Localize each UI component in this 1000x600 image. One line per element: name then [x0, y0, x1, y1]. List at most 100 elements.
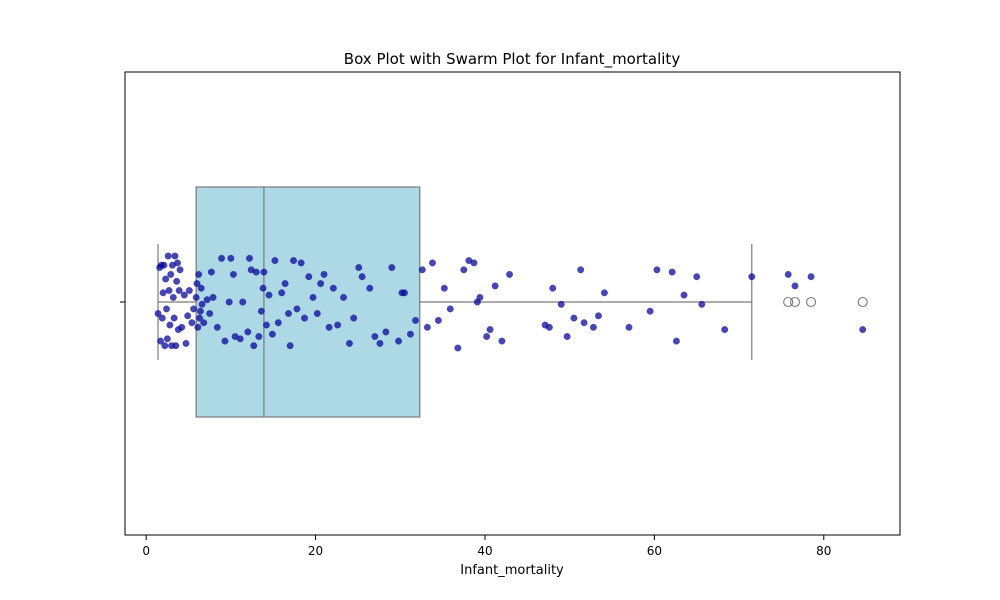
swarm-point — [859, 326, 867, 334]
swarm-point — [580, 319, 588, 327]
plot-area — [154, 186, 868, 418]
swarm-point — [213, 323, 221, 331]
swarm-point — [791, 282, 799, 290]
swarm-point — [423, 323, 431, 331]
swarm-point — [305, 273, 313, 281]
swarm-point — [563, 332, 571, 341]
swarm-point — [325, 323, 333, 331]
swarm-point — [227, 254, 235, 262]
swarm-point — [164, 252, 172, 260]
swarm-point — [184, 312, 192, 320]
swarm-point — [229, 270, 237, 278]
swarm-point — [388, 263, 396, 272]
swarm-point — [182, 339, 190, 347]
swarm-point — [454, 344, 462, 352]
swarm-point — [175, 286, 183, 295]
swarm-point — [206, 309, 214, 318]
swarm-point — [173, 259, 182, 267]
outlier-point — [806, 296, 817, 308]
swarm-point — [748, 273, 756, 281]
swarm-point — [721, 326, 729, 334]
x-tick-label: 20 — [308, 544, 323, 558]
swarm-point — [698, 300, 706, 308]
swarm-point — [329, 284, 337, 292]
swarm-point — [371, 332, 379, 341]
swarm-point — [411, 316, 420, 324]
swarm-point — [366, 284, 374, 292]
swarm-point — [194, 323, 202, 331]
swarm-point — [317, 280, 325, 288]
swarm-point — [680, 291, 688, 299]
swarm-point — [193, 280, 201, 288]
swarm-point — [165, 286, 173, 295]
swarm-point — [197, 284, 205, 292]
swarm-point — [557, 300, 565, 308]
x-tick-label: 60 — [647, 544, 662, 558]
swarm-point — [173, 277, 181, 285]
x-tick-label: 40 — [477, 544, 492, 558]
swarm-point — [498, 337, 506, 345]
swarm-point — [278, 289, 286, 297]
swarm-point — [262, 321, 270, 329]
swarm-point — [284, 309, 293, 318]
swarm-point — [350, 314, 358, 322]
swarm-point — [167, 270, 175, 278]
swarm-point — [434, 316, 442, 324]
swarm-point — [301, 314, 309, 322]
swarm-point — [345, 339, 354, 347]
swarm-point — [260, 268, 268, 276]
swarm-point — [400, 289, 409, 297]
x-axis-label: Infant_mortality — [460, 563, 564, 578]
swarm-point — [159, 289, 167, 297]
swarm-point — [358, 273, 366, 281]
swarm-point — [486, 326, 494, 334]
swarm-point — [176, 266, 184, 274]
swarm-point — [440, 284, 448, 292]
swarm-point — [192, 293, 200, 301]
swarm-point — [784, 270, 792, 278]
x-tick-label: 80 — [816, 544, 831, 558]
swarm-point — [693, 273, 701, 281]
swarm-point — [807, 273, 815, 281]
swarm-point — [255, 332, 263, 341]
swarm-point — [281, 280, 289, 288]
swarm-point — [188, 319, 196, 327]
swarm-point — [470, 259, 478, 267]
swarm-point — [271, 257, 279, 265]
swarm-point — [339, 293, 348, 301]
swarm-point — [293, 305, 301, 313]
swarm-point — [162, 275, 170, 283]
swarm-point — [428, 259, 437, 267]
swarm-point — [195, 270, 203, 278]
swarm-point — [505, 270, 514, 278]
swarm-point — [250, 342, 258, 350]
swarm-point — [169, 293, 177, 301]
swarm-point — [600, 289, 608, 297]
swarm-point — [200, 319, 208, 327]
swarm-point — [221, 337, 229, 345]
swarm-point — [239, 298, 247, 306]
swarm-point — [162, 305, 171, 313]
swarm-point — [355, 263, 363, 272]
swarm-point — [158, 314, 166, 322]
swarm-point — [225, 298, 233, 306]
swarm-point — [161, 342, 169, 350]
box-iqr — [195, 186, 421, 418]
swarm-point — [376, 339, 384, 347]
swarm-point — [646, 307, 654, 315]
swarm-point — [589, 323, 597, 331]
swarm-point — [171, 252, 179, 260]
chart-title: Box Plot with Swarm Plot for Infant_mort… — [344, 50, 681, 69]
swarm-point — [252, 268, 260, 276]
swarm-point — [163, 335, 171, 343]
swarm-point — [382, 328, 390, 336]
swarm-point — [190, 305, 198, 313]
swarm-point — [418, 266, 426, 274]
swarm-point — [196, 307, 204, 315]
swarm-point — [259, 284, 267, 292]
swarm-point — [207, 268, 215, 276]
swarm-point — [286, 342, 294, 350]
swarm-point — [198, 300, 206, 308]
swarm-point — [172, 342, 180, 350]
swarm-point — [236, 335, 244, 343]
